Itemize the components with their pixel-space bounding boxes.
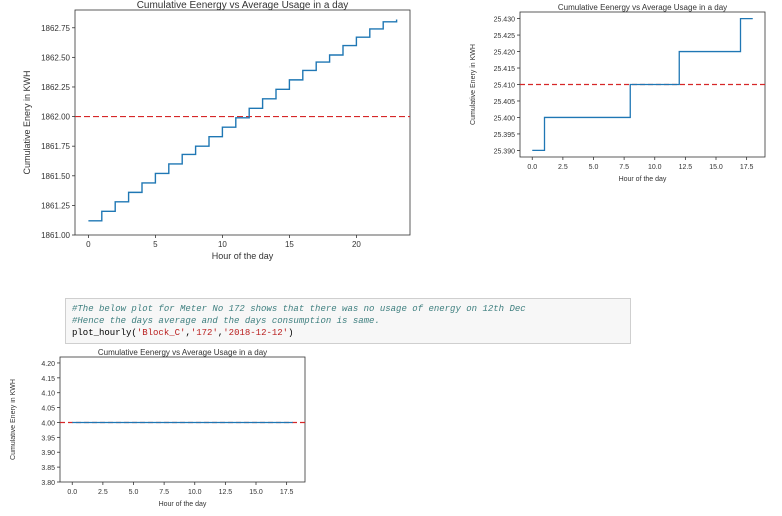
svg-text:Hour of the day: Hour of the day — [159, 501, 207, 508]
svg-text:3.80: 3.80 — [41, 480, 55, 487]
svg-text:3.90: 3.90 — [41, 450, 55, 457]
svg-text:25.395: 25.395 — [494, 132, 516, 139]
svg-text:20: 20 — [352, 240, 361, 249]
svg-text:3.95: 3.95 — [41, 435, 55, 442]
svg-text:25.390: 25.390 — [494, 148, 516, 155]
svg-text:15: 15 — [285, 240, 294, 249]
svg-text:25.410: 25.410 — [494, 83, 516, 90]
svg-text:25.420: 25.420 — [494, 50, 516, 57]
svg-text:1862.00: 1862.00 — [41, 113, 70, 122]
svg-text:Hour of the day: Hour of the day — [212, 251, 274, 261]
code-comment-2: #Hence the days average and the days con… — [72, 316, 380, 326]
svg-text:4.20: 4.20 — [41, 361, 55, 368]
svg-text:1862.75: 1862.75 — [41, 24, 70, 33]
svg-text:Hour of the day: Hour of the day — [619, 176, 667, 183]
svg-text:1861.50: 1861.50 — [41, 172, 70, 181]
svg-text:17.5: 17.5 — [280, 489, 294, 496]
svg-text:5.0: 5.0 — [589, 164, 599, 171]
svg-text:10: 10 — [218, 240, 227, 249]
svg-text:15.0: 15.0 — [709, 164, 723, 171]
chart-top-left: Cumulative Eenergy vs Average Usage in a… — [0, 0, 430, 280]
svg-text:4.05: 4.05 — [41, 406, 55, 413]
svg-text:5: 5 — [153, 240, 158, 249]
svg-text:1861.25: 1861.25 — [41, 201, 70, 210]
chart-top-right: Cumulative Eenergy vs Average Usage in a… — [465, 0, 782, 195]
svg-text:25.425: 25.425 — [494, 33, 516, 40]
svg-text:Cumulative Eenergy vs Average: Cumulative Eenergy vs Average Usage in a… — [137, 0, 349, 11]
svg-text:25.415: 25.415 — [494, 66, 516, 73]
svg-text:1861.00: 1861.00 — [41, 231, 70, 240]
svg-text:10.0: 10.0 — [648, 164, 662, 171]
chart-bottom: Cumulative Eenergy vs Average Usage in a… — [10, 345, 330, 511]
svg-text:12.5: 12.5 — [679, 164, 693, 171]
svg-text:5.0: 5.0 — [129, 489, 139, 496]
svg-text:15.0: 15.0 — [249, 489, 263, 496]
svg-text:7.5: 7.5 — [159, 489, 169, 496]
svg-text:10.0: 10.0 — [188, 489, 202, 496]
svg-text:3.85: 3.85 — [41, 465, 55, 472]
svg-text:4.00: 4.00 — [41, 420, 55, 427]
svg-text:25.430: 25.430 — [494, 17, 516, 24]
svg-text:Cumulative Eenergy vs Average: Cumulative Eenergy vs Average Usage in a… — [558, 3, 727, 12]
svg-text:0.0: 0.0 — [527, 164, 537, 171]
svg-text:1861.75: 1861.75 — [41, 142, 70, 151]
svg-text:Cumulative Enery in KWH: Cumulative Enery in KWH — [10, 379, 17, 460]
code-func: plot_hourly — [72, 328, 131, 338]
code-close: ) — [288, 328, 293, 338]
svg-text:0.0: 0.0 — [67, 489, 77, 496]
svg-text:17.5: 17.5 — [740, 164, 754, 171]
code-comment-1: #The below plot for Meter No 172 shows t… — [72, 304, 526, 314]
svg-text:Cumulative Enery in KWH: Cumulative Enery in KWH — [470, 44, 477, 125]
svg-text:Cumulative Eenergy vs Average: Cumulative Eenergy vs Average Usage in a… — [98, 348, 267, 357]
svg-text:2.5: 2.5 — [98, 489, 108, 496]
svg-text:1862.50: 1862.50 — [41, 53, 70, 62]
svg-text:Cumulative Enery in KWH: Cumulative Enery in KWH — [22, 70, 32, 174]
svg-text:2.5: 2.5 — [558, 164, 568, 171]
code-arg1: 'Block_C' — [137, 328, 186, 338]
svg-text:7.5: 7.5 — [619, 164, 629, 171]
code-arg3: '2018-12-12' — [223, 328, 288, 338]
svg-text:25.405: 25.405 — [494, 99, 516, 106]
svg-text:12.5: 12.5 — [219, 489, 233, 496]
code-cell: #The below plot for Meter No 172 shows t… — [65, 298, 631, 344]
svg-text:25.400: 25.400 — [494, 115, 516, 122]
svg-text:0: 0 — [86, 240, 91, 249]
svg-text:4.15: 4.15 — [41, 376, 55, 383]
svg-text:4.10: 4.10 — [41, 391, 55, 398]
svg-text:1862.25: 1862.25 — [41, 83, 70, 92]
code-arg2: '172' — [191, 328, 218, 338]
